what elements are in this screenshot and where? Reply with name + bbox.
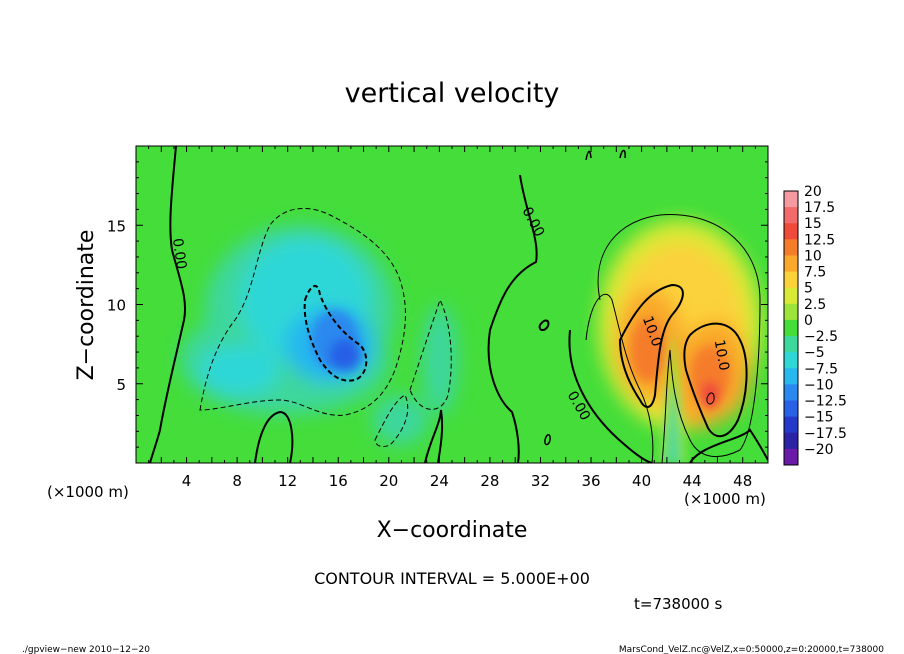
colorbar-label: 17.5 (804, 200, 835, 216)
colorbar-swatch (784, 432, 798, 450)
colorbar-swatch (784, 191, 798, 208)
colorbar-label: 12.5 (804, 232, 835, 248)
colorbar-label: 2.5 (804, 297, 826, 313)
colorbar-label: 0 (804, 313, 813, 329)
x-tick-label: 32 (531, 472, 550, 490)
x-tick-label: 8 (232, 472, 242, 490)
colorbar-swatch (784, 239, 798, 256)
colorbar-swatch (784, 287, 798, 305)
y-tick-label: 5 (116, 376, 126, 394)
colorbar-label: 7.5 (804, 265, 826, 281)
x-tick-label: 20 (379, 472, 398, 490)
colorbar-label: 15 (804, 216, 822, 232)
colorbar-label: −7.5 (804, 361, 838, 377)
x-unit-label-right: (×1000 m) (684, 490, 766, 508)
x-tick-label: 24 (430, 472, 449, 490)
contour-lines (149, 146, 768, 463)
footer-right: MarsCond_VelZ.nc@VelZ,x=0:50000,z=0:2000… (619, 645, 884, 654)
heatmap-field (136, 146, 768, 463)
x-tick-label: 44 (683, 472, 702, 490)
colorbar-swatch (784, 223, 798, 240)
x-tick-label: 16 (329, 472, 348, 490)
colorbar-label: 5 (804, 281, 813, 297)
colorbar-label: −5 (804, 345, 825, 361)
x-tick-label: 28 (480, 472, 499, 490)
x-axis-label: X−coordinate (377, 518, 528, 543)
y-axis: 5 10 15 (107, 161, 768, 448)
y-tick-label: 15 (107, 217, 126, 235)
colorbar-label: 10 (804, 248, 822, 264)
contour-label: 10.0 (711, 338, 732, 371)
colorbar-swatch (784, 303, 798, 321)
colorbar-label: −2.5 (804, 329, 838, 345)
x-tick-label: 48 (733, 472, 752, 490)
colorbar: 2017.51512.5107.552.50−2.5−5−7.5−10−12.5… (783, 184, 847, 466)
colorbar-swatch (784, 384, 798, 402)
colorbar-swatch (784, 207, 798, 224)
x-unit-label-left: (×1000 m) (47, 483, 129, 501)
colorbar-swatch (784, 448, 798, 466)
contour-label: 0.00 (169, 237, 189, 270)
x-tick-label: 40 (632, 472, 651, 490)
x-tick-label: 12 (278, 472, 297, 490)
contour-lines-negative (199, 207, 452, 448)
colorbar-swatch (784, 271, 798, 289)
y-tick-label: 10 (107, 297, 126, 315)
colorbar-label: −20 (804, 442, 834, 458)
colorbar-swatch (784, 352, 798, 369)
colorbar-swatch (784, 336, 798, 353)
colorbar-swatch (784, 368, 798, 385)
x-tick-label: 4 (182, 472, 192, 490)
colorbar-swatch (784, 416, 798, 434)
chart-title: vertical velocity (345, 78, 560, 109)
colorbar-label: −15 (804, 410, 834, 426)
colorbar-label: −12.5 (804, 394, 847, 410)
x-axis: 4 8 12 16 20 24 28 32 36 40 44 48 (148, 146, 756, 490)
x-tick-label: 36 (581, 472, 600, 490)
colorbar-frame (783, 190, 799, 466)
colorbar-swatch (784, 400, 798, 418)
time-text: t=738000 s (634, 595, 722, 613)
colorbar-label: 20 (804, 184, 822, 200)
colorbar-swatch (784, 255, 798, 273)
colorbar-label: −10 (804, 377, 834, 393)
colorbar-label: −17.5 (804, 426, 847, 442)
y-axis-label: Z−coordinate (74, 230, 99, 381)
footer-left: ./gpview−new 2010−12−20 (22, 645, 150, 654)
colorbar-swatch (784, 319, 798, 337)
contour-interval-text: CONTOUR INTERVAL = 5.000E+00 (314, 569, 590, 588)
